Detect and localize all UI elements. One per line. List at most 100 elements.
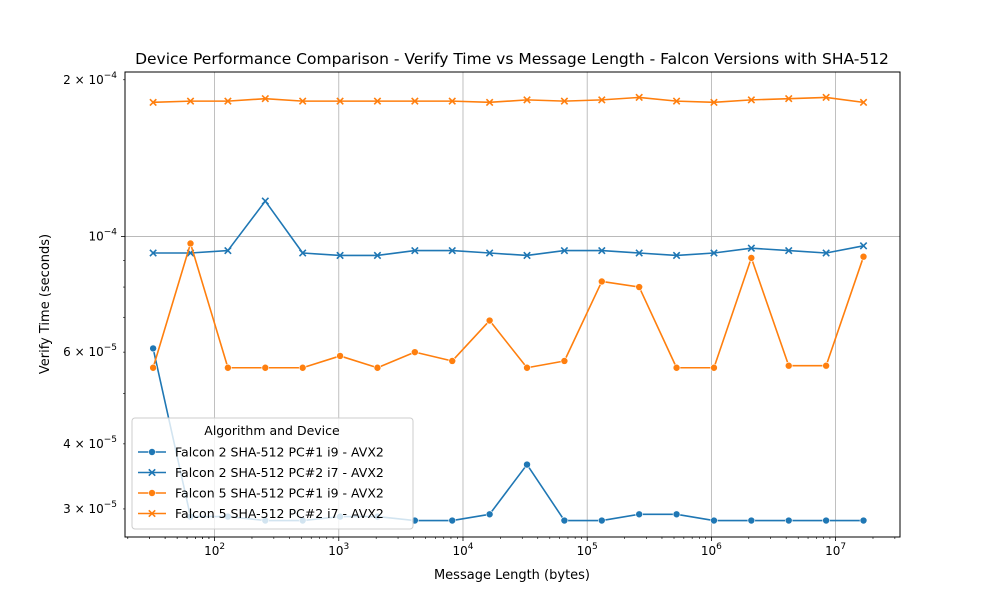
legend-marker — [148, 489, 156, 497]
series-3 — [149, 239, 868, 372]
data-point — [822, 93, 830, 102]
data-point — [784, 516, 793, 525]
legend-title: Algorithm and Device — [204, 423, 340, 438]
data-point — [411, 97, 419, 105]
data-point — [747, 96, 756, 104]
data-point — [784, 246, 793, 255]
data-point — [149, 344, 157, 353]
data-point — [822, 361, 830, 370]
data-point — [523, 251, 531, 260]
y-tick-exp: −4 — [104, 228, 118, 238]
data-point — [224, 246, 232, 255]
legend-entries: Falcon 2 SHA-512 PC#1 i9 - AVX2 Falcon 2 … — [138, 445, 384, 521]
data-point — [859, 242, 868, 250]
data-point — [149, 98, 157, 107]
data-point — [373, 97, 382, 105]
data-point — [560, 97, 569, 105]
legend-label: Falcon 5 SHA-512 PC#1 i9 - AVX2 — [175, 486, 384, 501]
x-tick-label: 105 — [577, 542, 598, 558]
series-4 — [149, 93, 868, 107]
data-point — [710, 98, 718, 107]
x-axis: 102 103 104 105 106 107 — [127, 537, 896, 558]
y-tick-mantissa: 2 × 10 — [63, 73, 104, 87]
series-line — [152, 242, 865, 369]
data-point — [411, 246, 419, 255]
y-tick-label: 3 × 10−5 — [63, 500, 117, 516]
data-point — [672, 363, 681, 372]
y-tick-mantissa: 10 — [88, 230, 103, 244]
x-tick-label: 106 — [701, 542, 722, 558]
chart-title: Device Performance Comparison - Verify T… — [135, 50, 889, 68]
data-point — [597, 277, 606, 286]
data-point — [859, 98, 868, 107]
legend-entry: Falcon 5 SHA-512 PC#2 i7 - AVX2 — [138, 506, 384, 521]
y-tick-label: 2 × 10−4 — [63, 71, 117, 87]
data-point — [635, 249, 643, 257]
data-point — [710, 363, 718, 372]
data-point — [523, 460, 531, 469]
data-point — [224, 97, 232, 105]
x-tick-exp: 4 — [468, 542, 474, 552]
data-point — [485, 98, 494, 107]
legend-entry: Falcon 2 SHA-512 PC#1 i9 - AVX2 — [138, 445, 384, 460]
legend-label: Falcon 5 SHA-512 PC#2 i7 - AVX2 — [175, 506, 384, 521]
data-point — [672, 510, 681, 519]
data-point — [747, 516, 756, 525]
data-point — [261, 363, 270, 372]
data-point — [336, 97, 344, 105]
y-axis: 2 × 10−410−46 × 10−54 × 10−53 × 10−5 — [63, 71, 125, 516]
plot-frame — [124, 71, 901, 538]
legend-marker — [148, 509, 156, 518]
data-point — [859, 252, 868, 261]
data-point — [298, 249, 307, 257]
data-point — [822, 249, 830, 257]
x-tick-exp: 6 — [716, 542, 722, 552]
data-point — [186, 239, 195, 248]
x-tick-base: 10 — [328, 544, 343, 558]
data-point — [672, 251, 681, 260]
x-tick-base: 10 — [577, 544, 592, 558]
legend-box — [131, 417, 414, 530]
legend-label: Falcon 2 SHA-512 PC#2 i7 - AVX2 — [175, 465, 384, 480]
data-point — [298, 363, 307, 372]
data-point — [598, 96, 606, 104]
data-point — [373, 363, 382, 372]
data-point — [411, 348, 419, 356]
data-point — [298, 97, 307, 105]
data-point — [485, 510, 494, 519]
data-point — [635, 93, 643, 102]
x-tick-base: 10 — [204, 544, 219, 558]
data-point — [598, 246, 606, 255]
data-point — [485, 249, 494, 257]
data-point — [560, 246, 569, 255]
x-tick-exp: 7 — [840, 542, 846, 552]
data-point — [448, 516, 457, 525]
data-point — [710, 516, 718, 525]
data-point — [448, 246, 456, 255]
x-tick-label: 104 — [452, 542, 473, 558]
data-point — [485, 316, 494, 325]
series-line — [153, 200, 864, 257]
data-point — [635, 283, 643, 291]
x-axis-label: Message Length (bytes) — [434, 568, 590, 583]
x-tick-exp: 5 — [592, 542, 598, 552]
x-tick-exp: 3 — [344, 542, 350, 552]
y-tick-mantissa: 3 × 10 — [63, 502, 104, 516]
y-tick-mantissa: 6 × 10 — [63, 345, 104, 359]
data-point — [186, 97, 195, 105]
y-tick-exp: −5 — [104, 343, 117, 353]
data-point — [672, 97, 681, 105]
legend-entry: Falcon 2 SHA-512 PC#2 i7 - AVX2 — [138, 465, 384, 480]
data-point — [149, 363, 157, 372]
x-tick-exp: 2 — [219, 542, 225, 552]
y-tick-exp: −4 — [104, 71, 118, 81]
data-point — [560, 357, 569, 365]
data-point — [224, 363, 232, 372]
data-point — [336, 352, 344, 360]
grid — [125, 72, 900, 537]
data-point — [747, 244, 756, 252]
y-tick-label: 10−4 — [88, 228, 117, 244]
y-tick-exp: −5 — [104, 435, 117, 445]
x-tick-base: 10 — [825, 544, 840, 558]
